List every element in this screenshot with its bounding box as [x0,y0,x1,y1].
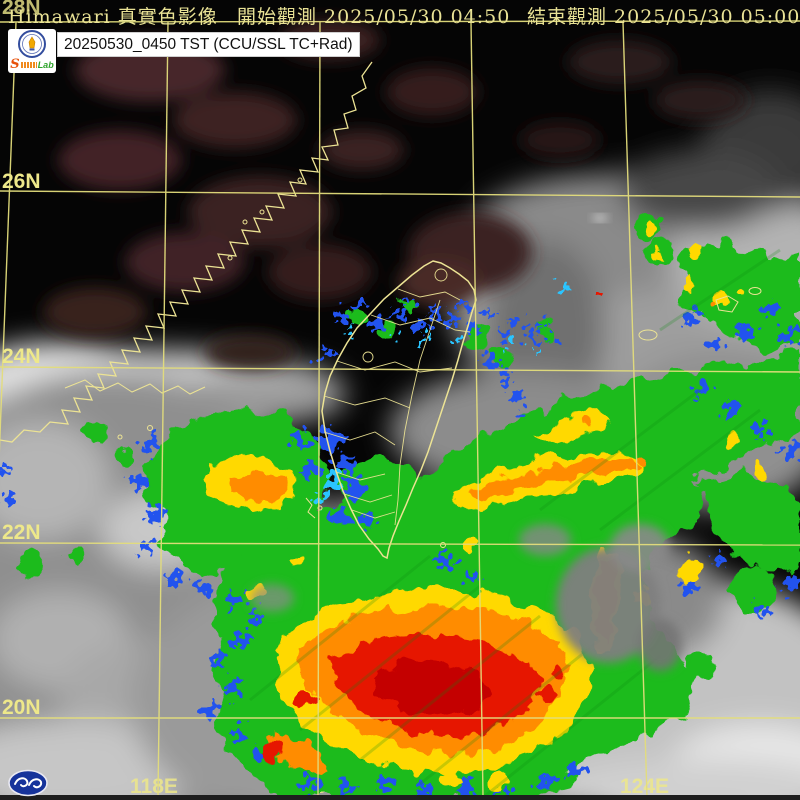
lat-label-28n: 28N [2,0,41,19]
radar-gap-clouds [250,524,682,671]
lab-logo-flourish [20,62,37,68]
obs-start-time: 開始觀測 2025/05/30 04:50 [237,6,511,28]
product-label: 20250530_0450 TST (CCU/SSL TC+Rad) [57,32,360,57]
grid-lines [0,20,800,797]
lab-logo-initial: S [10,57,20,72]
offshore-islands [305,287,762,548]
radar-streaks [249,248,781,800]
dawn-cloud-layer [43,20,746,370]
taiwan-county-borders [323,268,471,526]
radar-red-layer [260,290,603,764]
ccu-seal-icon [18,30,46,58]
swirl-logo-icon [8,769,48,797]
lat-label-26n: 26N [2,170,41,193]
lon-label-118e: 118E [130,775,178,798]
china-coast-islets [64,379,206,395]
coastal-islets [117,177,303,440]
ccu-lab-logo: S Lab [8,29,56,73]
radar-blue-layer [0,280,798,799]
taiwan-outline [321,260,477,560]
lat-labels: 28N 26N 24N 22N 20N [2,0,41,719]
lon-label-124e: 124E [620,775,669,798]
lab-logo-name: Lab [37,60,54,70]
lat-label-22n: 22N [2,521,41,544]
product-title: Himawari 真實色影像 [8,6,218,28]
obs-end-time: 結束觀測 2025/05/30 05:00 [527,6,800,28]
china-coastline [0,61,373,443]
lat-label-24n: 24N [2,345,41,368]
lat-label-20n: 20N [2,696,41,719]
coastline-layer [0,61,762,560]
bottom-edge-strip [0,795,800,800]
